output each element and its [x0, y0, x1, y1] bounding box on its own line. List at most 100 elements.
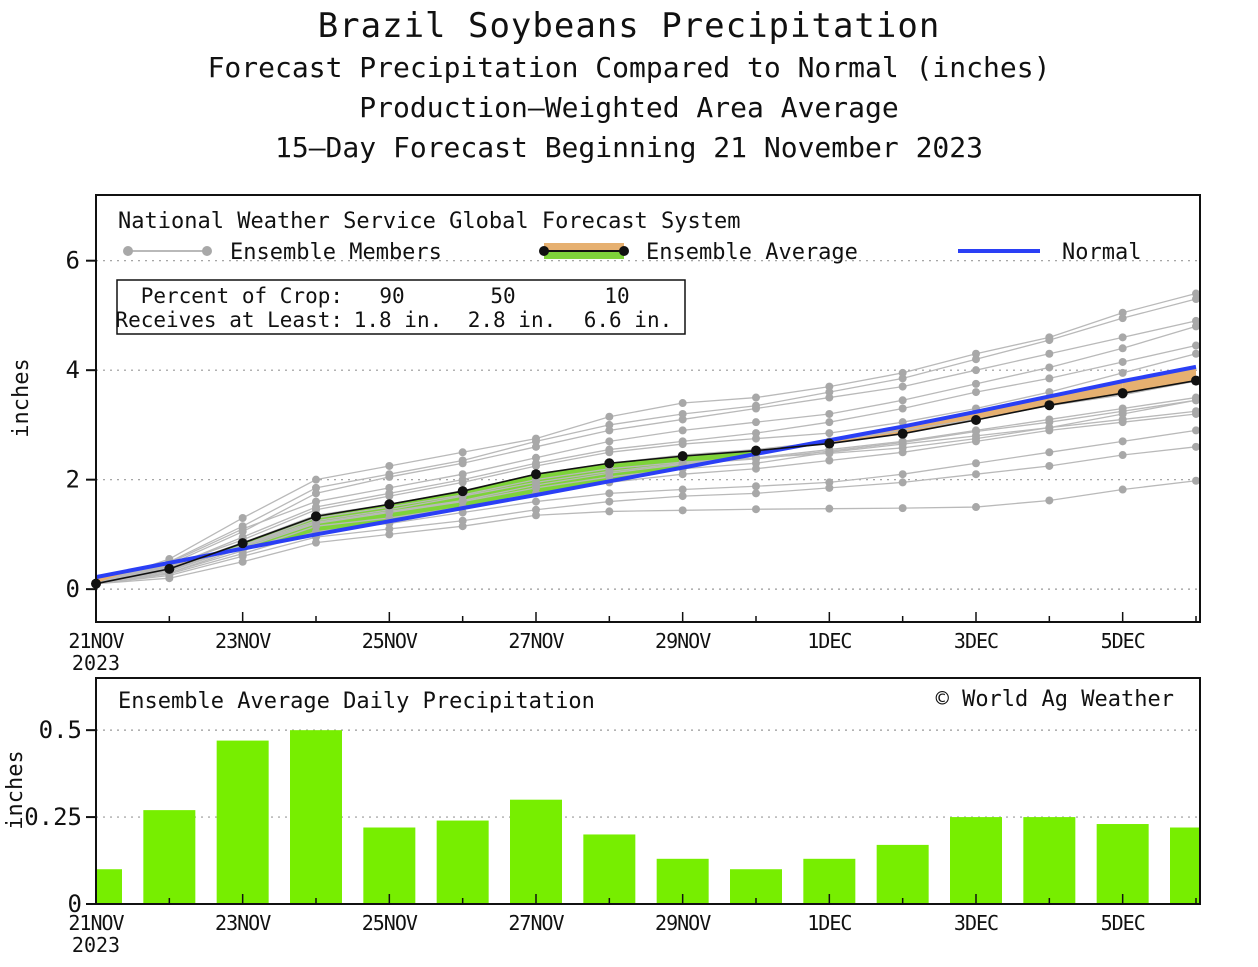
ensemble-member-point [898, 374, 907, 383]
credit-label: © World Ag Weather [936, 687, 1174, 712]
subtitle-2: Production—Weighted Area Average [359, 91, 899, 124]
top-gridlines [96, 260, 1200, 590]
ensemble-member-point [312, 483, 320, 492]
daily-precip-bar [436, 820, 489, 904]
ensemble-member-point [605, 448, 614, 457]
ensemble-member-point [972, 459, 980, 468]
ensemble-member-point [605, 469, 614, 478]
ensemble-member-point [532, 442, 540, 451]
ensemble-member-point [1045, 349, 1054, 358]
ensemble-member-point [605, 437, 614, 446]
ensemble-member-point [752, 401, 760, 410]
percent-10: 10 [604, 284, 629, 308]
ensemble-member-point [1118, 344, 1127, 353]
top-x-year-label: 2023 [72, 651, 120, 675]
ensemble-member-line [95, 344, 1197, 585]
ensemble-member-point [678, 409, 687, 418]
top-x-tick-label: 27NOV [508, 629, 564, 653]
daily-precip-bar [1023, 817, 1076, 904]
ensemble-member-point [385, 470, 394, 479]
ensemble-member-point [605, 412, 614, 421]
ensemble-member-point [1118, 407, 1127, 416]
ensemble-average-point [237, 538, 248, 549]
bottom-x-tick-label: 29NOV [655, 911, 711, 935]
ensemble-average-point [604, 458, 615, 469]
ensemble-member-point [312, 475, 320, 484]
anomaly-fill-segment [976, 396, 1050, 420]
ensemble-member-point [678, 485, 687, 494]
top-x-tick-label: 5DEC [1101, 629, 1145, 653]
legend-normal: Normal [958, 240, 1141, 265]
anomaly-fill-segment [1122, 366, 1196, 394]
ensemble-average-series [91, 375, 1201, 589]
ensemble-member-point [752, 393, 760, 402]
percent-90: 90 [379, 284, 404, 308]
ensemble-average-point [457, 486, 468, 497]
top-x-tick-label: 29NOV [655, 629, 711, 653]
ensemble-member-point [605, 489, 614, 498]
anomaly-fill-segment [462, 474, 536, 509]
top-y-tick-label: 2 [66, 466, 80, 494]
ensemble-member-point [458, 496, 467, 505]
ensemble-member-point [1192, 341, 1200, 350]
ensemble-member-point [678, 492, 687, 501]
ensemble-average-point [1191, 375, 1201, 386]
ensemble-member-point [1192, 316, 1200, 325]
ensemble-member-point [238, 549, 247, 558]
daily-precip-bar [876, 844, 929, 904]
amount-10: 6.6 in. [584, 308, 673, 332]
ensemble-member-point [678, 426, 687, 435]
ensemble-member-point [605, 420, 614, 429]
bottom-y-tick-label: 0 [68, 890, 82, 918]
top-y-axis: 0 2 4 6 [66, 247, 96, 603]
ensemble-member-point [1118, 308, 1127, 317]
chart-titles: Brazil Soybeans Precipitation Forecast P… [0, 4, 1258, 168]
ensemble-member-point [898, 470, 907, 479]
ensemble-average-point [164, 563, 175, 574]
ensemble-member-point [898, 382, 907, 391]
main-title: Brazil Soybeans Precipitation [317, 6, 941, 46]
ensemble-member-point [1045, 418, 1054, 427]
ensemble-member-line [95, 353, 1197, 585]
bottom-x-tick-label: 25NOV [362, 911, 418, 935]
ensemble-average-point [751, 445, 761, 456]
ensemble-member-point [238, 513, 247, 522]
ensemble-member-point [458, 448, 467, 457]
daily-precip-bar [1170, 827, 1200, 904]
ensemble-member-point [1118, 451, 1127, 460]
ensemble-member-point [1192, 349, 1200, 358]
ensemble-member-point [1192, 407, 1200, 416]
ensemble-member-point [1118, 314, 1127, 323]
daily-precip-bar [216, 740, 269, 904]
ensemble-member-point [752, 482, 760, 491]
ensemble-member-point [312, 538, 320, 547]
amount-50: 2.8 in. [468, 308, 557, 332]
anomaly-fill-segment [316, 504, 390, 535]
legend-average: Ensemble Average [539, 240, 858, 265]
ensemble-member-line [95, 298, 1197, 585]
percent-table-box [116, 279, 686, 335]
ensemble-member-point [1192, 295, 1200, 304]
ensemble-member-line [95, 320, 1197, 585]
daily-precip-bar [1096, 824, 1149, 904]
ensemble-member-point [1192, 322, 1200, 331]
ensemble-member-line [95, 399, 1197, 585]
ensemble-member-point [238, 524, 247, 533]
ensemble-member-line [95, 399, 1197, 585]
ensemble-member-point [532, 453, 540, 462]
source-label: National Weather Service Global Forecast… [118, 209, 741, 234]
ensemble-average-point [531, 469, 541, 480]
ensemble-member-point [458, 522, 467, 531]
bottom-x-year-label: 2023 [72, 933, 120, 957]
ensemble-member-point [458, 516, 467, 525]
ensemble-average-point [824, 438, 835, 449]
ensemble-member-point [898, 404, 907, 413]
ensemble-member-point [825, 409, 834, 418]
daily-precip-bar [583, 834, 636, 904]
ensemble-member-point [458, 456, 467, 465]
ensemble-member-point [752, 464, 760, 473]
top-x-tick-label: 25NOV [362, 629, 418, 653]
bottom-x-tick-label: 3DEC [954, 911, 998, 935]
legend-members-label: Ensemble Members [230, 240, 442, 265]
